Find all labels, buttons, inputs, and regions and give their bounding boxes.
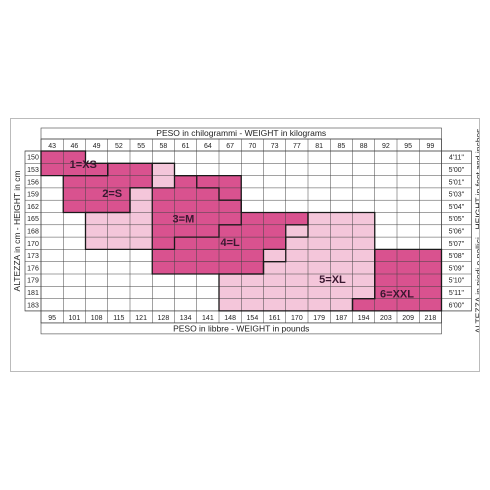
ft-tick-label: 5'05'' bbox=[449, 216, 465, 223]
cm-tick-label: 150 bbox=[27, 155, 39, 162]
cm-tick-label: 173 bbox=[27, 253, 39, 260]
kg-tick-label: 85 bbox=[337, 143, 345, 150]
bottom-title-band bbox=[40, 322, 442, 335]
ft-tick-label: 5'06'' bbox=[449, 228, 465, 235]
lb-tick-label: 187 bbox=[336, 315, 348, 322]
kg-tick-label: 64 bbox=[204, 143, 212, 150]
cm-tick-label: 176 bbox=[27, 265, 39, 272]
kg-tick-label: 88 bbox=[360, 143, 368, 150]
cm-tick-label: 183 bbox=[27, 302, 39, 309]
size-label-1: 1=XS bbox=[70, 159, 97, 171]
lb-tick-label: 161 bbox=[269, 315, 281, 322]
cm-tick-label: 168 bbox=[27, 228, 39, 235]
lb-tick-label: 108 bbox=[91, 315, 103, 322]
ft-side-band bbox=[441, 150, 472, 312]
kg-tick-label: 52 bbox=[115, 143, 123, 150]
kg-tick-label: 49 bbox=[93, 143, 101, 150]
ft-tick-label: 5'07'' bbox=[449, 241, 465, 248]
ft-tick-label: 5'09'' bbox=[449, 265, 465, 272]
kg-tick-label: 77 bbox=[293, 143, 301, 150]
ft-tick-label: 5'00'' bbox=[449, 167, 465, 174]
right-axis-title: ALTEZZA in piedi e pollici - HEIGHT in f… bbox=[474, 129, 480, 334]
lb-tick-label: 209 bbox=[402, 315, 414, 322]
bottom-axis-title: PESO in libbre - WEIGHT in pounds bbox=[173, 323, 309, 333]
size-chart-frame: 43 46 49 52 55 58 61 64 67 70 73 77 81 85 88 92 95 99 95 10… bbox=[10, 118, 480, 372]
cm-tick-label: 165 bbox=[27, 216, 39, 223]
lb-tick-label: 170 bbox=[291, 315, 303, 322]
lb-tick-label: 218 bbox=[425, 315, 437, 322]
size-region-outline-6 bbox=[351, 248, 443, 312]
kg-tick-label: 43 bbox=[48, 143, 56, 150]
kg-tick-label: 92 bbox=[382, 143, 390, 150]
ft-tick-label: 6'00'' bbox=[449, 302, 465, 309]
cm-tick-label: 153 bbox=[27, 167, 39, 174]
ft-tick-label: 5'03'' bbox=[449, 192, 465, 199]
left-axis-title: ALTEZZA in cm - HEIGHT in cm bbox=[12, 170, 22, 291]
size-label-5: 5=XL bbox=[319, 274, 346, 286]
lb-tick-label: 121 bbox=[135, 315, 147, 322]
lb-tick-label: 141 bbox=[202, 315, 214, 322]
cm-tick-label: 179 bbox=[27, 278, 39, 285]
cm-tick-label: 159 bbox=[27, 192, 39, 199]
lb-tick-label: 101 bbox=[69, 315, 81, 322]
kg-tick-label: 67 bbox=[226, 143, 234, 150]
kg-tick-label: 99 bbox=[426, 143, 434, 150]
lb-tick-label: 194 bbox=[358, 315, 370, 322]
lb-tick-label: 115 bbox=[113, 315, 124, 322]
cm-tick-label: 162 bbox=[27, 204, 39, 211]
cm-side-band bbox=[24, 150, 42, 312]
lb-tick-label: 154 bbox=[247, 315, 259, 322]
ft-tick-label: 4'11'' bbox=[449, 155, 464, 162]
kg-tick-label: 55 bbox=[137, 143, 145, 150]
lb-tick-label: 203 bbox=[380, 315, 392, 322]
ft-tick-label: 5'11'' bbox=[449, 290, 464, 297]
lb-tick-label: 148 bbox=[224, 315, 236, 322]
lb-tick-label: 128 bbox=[158, 315, 170, 322]
lb-tick-label: 134 bbox=[180, 315, 192, 322]
kg-tick-label: 81 bbox=[315, 143, 323, 150]
cm-tick-label: 170 bbox=[27, 241, 39, 248]
size-label-4: 4=L bbox=[220, 237, 240, 249]
kg-tick-label: 58 bbox=[159, 143, 167, 150]
top-title-band bbox=[40, 127, 442, 140]
cm-tick-label: 156 bbox=[27, 179, 39, 186]
kg-tick-label: 73 bbox=[271, 143, 279, 150]
size-chart: 43 46 49 52 55 58 61 64 67 70 73 77 81 85 88 92 95 99 95 10… bbox=[12, 127, 480, 335]
lb-tick-label: 179 bbox=[313, 315, 325, 322]
size-label-6: 6=XXL bbox=[380, 289, 414, 301]
top-axis-title: PESO in chilogrammi - WEIGHT in kilogram… bbox=[156, 128, 326, 138]
size-label-2: 2=S bbox=[102, 188, 122, 200]
size-label-3: 3=M bbox=[173, 214, 195, 226]
ft-tick-label: 5'08'' bbox=[449, 253, 465, 260]
ft-tick-label: 5'01'' bbox=[449, 179, 465, 186]
cm-tick-label: 181 bbox=[27, 290, 39, 297]
kg-tick-label: 61 bbox=[182, 143, 190, 150]
kg-tick-label: 46 bbox=[70, 143, 78, 150]
ft-tick-label: 5'04'' bbox=[449, 204, 465, 211]
kg-tick-label: 70 bbox=[248, 143, 256, 150]
kg-tick-label: 95 bbox=[404, 143, 412, 150]
ft-tick-label: 5'10'' bbox=[449, 278, 465, 285]
lb-tick-label: 95 bbox=[48, 315, 56, 322]
